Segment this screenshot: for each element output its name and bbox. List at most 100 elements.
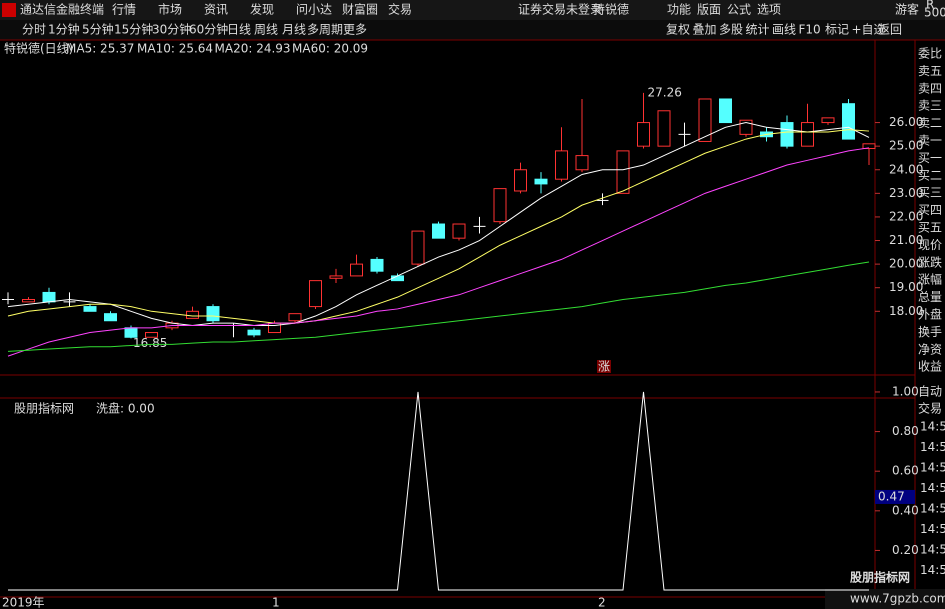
candle-body [247,329,261,336]
menu-item[interactable]: 版面 [697,3,721,17]
trade-label: 自动 [918,385,942,399]
tool-button[interactable]: 复权 [666,23,690,37]
trade-time: 14:56 [920,440,945,454]
indicator-title: 股朋指标网 [14,401,74,416]
candle-body [698,98,712,142]
menu-item[interactable]: 公式 [727,3,751,17]
period-button[interactable]: 1分钟 [48,22,80,37]
app-icon [2,3,16,17]
menu-item[interactable]: 财富圈 [342,2,378,17]
quote-label: 涨跌 [918,254,942,269]
menu-item[interactable]: 问小达 [296,3,332,17]
tool-button[interactable]: 标记 [825,23,849,37]
candle-body [145,332,158,338]
ma-line [7,129,870,324]
menu-item[interactable]: 选项 [757,3,781,17]
trade-label: 交易 [918,401,942,416]
period-button[interactable]: 更多 [343,23,367,37]
candle-body [534,178,548,185]
low-annotation: 16.85 [133,336,167,350]
period-button[interactable]: 60分钟 [189,22,228,37]
y-tick-label: 25.00 [889,139,923,153]
period-button[interactable]: 周线 [254,23,278,37]
candle-body [206,306,220,322]
candle-body [288,313,302,322]
tool-button[interactable]: 返回 [878,23,902,37]
quote-label: 卖四 [918,81,942,95]
candle-body [821,117,835,124]
high-annotation: 27.26 [648,85,682,99]
period-button[interactable]: 15分钟 [114,22,153,37]
menu-item[interactable]: 交易 [388,2,412,17]
indicator-line [8,391,869,591]
trade-time: 14:56 [920,502,945,516]
menu-bar [0,0,945,20]
y-tick-label: 24.00 [889,162,923,176]
tool-button[interactable]: F10 [799,23,821,37]
period-button[interactable]: 日线 [227,23,251,37]
candle-body [42,291,56,303]
app-name: 通达信金融终端 [20,2,104,17]
trade-time: 14:56 [920,563,945,577]
quote-label: 委比 [918,47,942,61]
menu-item[interactable]: 资讯 [204,3,228,17]
candle-body [22,299,35,303]
quote-label: 买四 [918,203,942,217]
quote-label: 卖一 [918,134,942,148]
candle-body [657,110,671,147]
tool-button[interactable]: 画线 [772,23,796,37]
cursor-box [875,489,915,504]
period-button[interactable]: 分时 [22,23,46,37]
candle-body [514,169,527,192]
trade-time: 14:56 [920,420,945,434]
candle-body [329,275,343,279]
trade-time: 14:56 [920,543,945,557]
candle-body [862,143,876,150]
quote-label: 买一 [918,151,942,165]
x-label: 1 [272,596,280,609]
candle-body [780,122,794,147]
trade-time: 14:56 [920,461,945,475]
candle-body [493,188,507,223]
period-button[interactable]: 月线 [282,23,306,37]
ma-legend: MA60: 20.09 [292,42,368,56]
tool-button[interactable]: 多股 [719,23,743,37]
user[interactable]: 游客 [895,2,919,17]
quote-label: 买五 [918,221,942,235]
quote-label: 买二 [918,168,942,182]
candle-body [370,258,384,272]
quote-label: 总量 [918,290,942,304]
candle-body [104,313,117,322]
y-tick-label: 22.00 [889,209,923,223]
period-button[interactable]: 5分钟 [82,22,114,37]
badge: R [926,0,934,12]
period-button[interactable]: 多周期 [307,23,343,37]
menu-item[interactable]: 功能 [667,3,691,17]
x-label: 2019年 [2,596,45,609]
y-tick-label: 0.60 [892,464,919,478]
ma-legend: MA10: 25.64 [137,42,213,56]
candle-body [309,280,322,308]
candle-body [637,122,650,147]
quote-label: 收益 [918,360,942,374]
menu-item[interactable]: 行情 [112,3,136,17]
candle-body [432,223,445,239]
quote-label: 现价 [918,238,942,252]
candle-body [555,150,568,180]
x-label: 2 [598,596,606,609]
ma-line [7,261,870,352]
y-tick-label: 26.00 [889,115,923,129]
candle-body [719,98,732,124]
ma-line [7,122,870,326]
tool-button[interactable]: +自选 [852,23,886,37]
tool-button[interactable]: 统计 [746,23,770,37]
candle-body [452,223,466,239]
menu-item[interactable]: 发现 [250,2,274,17]
menu-item[interactable]: 市场 [158,2,182,17]
chart-title: 特锐德(日线) [4,41,73,56]
tool-button[interactable]: 叠加 [693,23,717,37]
period-button[interactable]: 30分钟 [152,22,191,37]
candle-body [842,103,855,140]
